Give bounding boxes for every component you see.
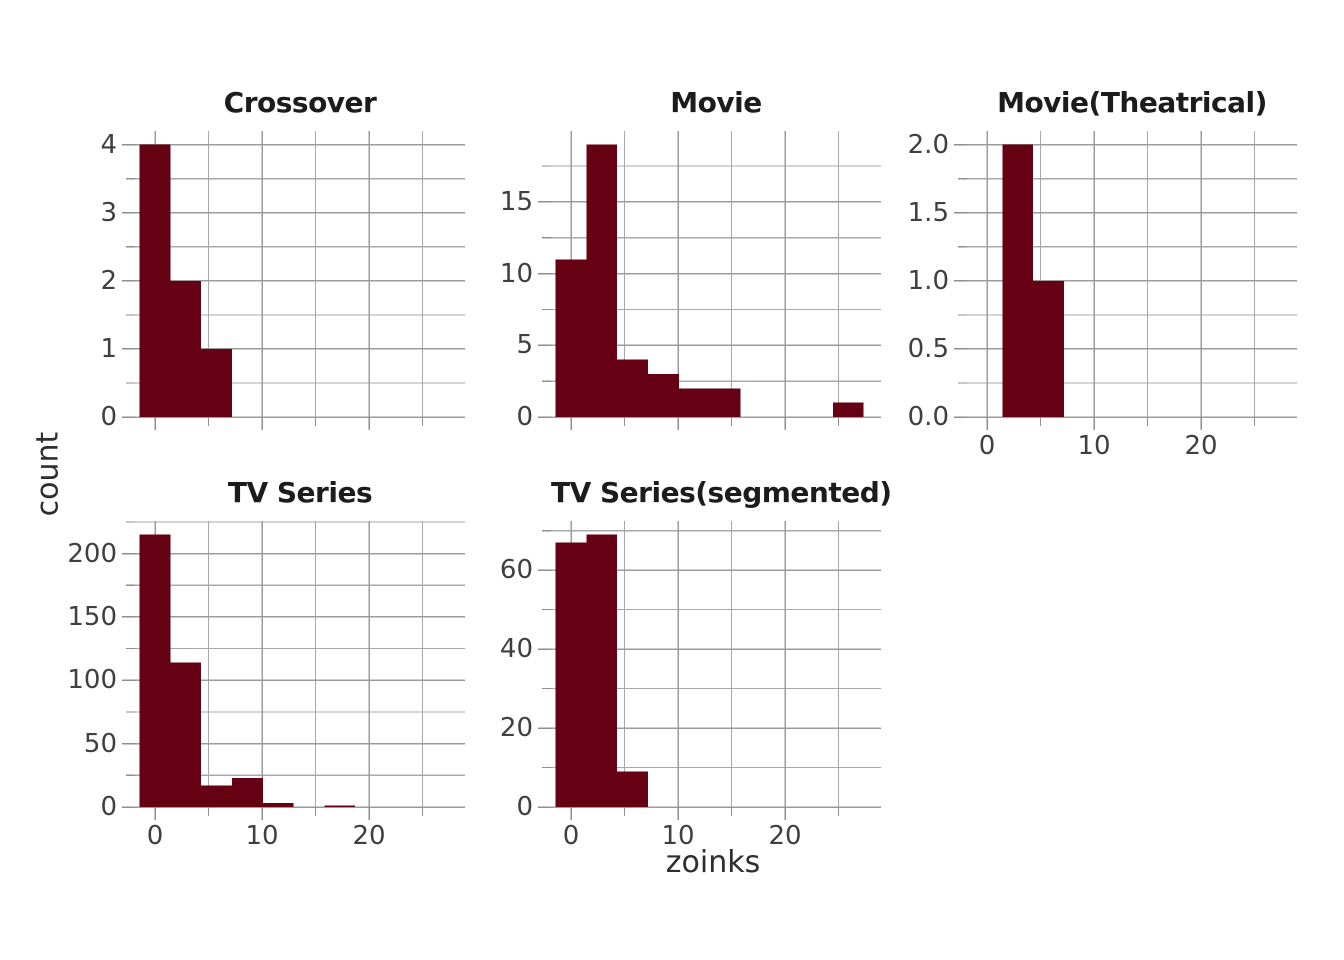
y-tick-label: 2.0: [907, 129, 949, 160]
y-tick-label: 60: [499, 555, 533, 586]
facet-title-movie: Movie: [670, 86, 762, 119]
histogram-bars: [555, 534, 648, 807]
y-tick-label: 0: [100, 792, 117, 822]
histogram-bar: [586, 144, 618, 417]
y-tick-label: 3: [100, 197, 117, 228]
histogram-bar: [201, 785, 232, 807]
histogram-bar: [709, 388, 741, 417]
tick-marks: [122, 521, 424, 820]
x-tick-label: 10: [245, 821, 279, 851]
histogram-bar: [201, 348, 232, 417]
facet-title-movie-theatrical: Movie(Theatrical): [997, 86, 1267, 119]
histogram-panel-tv-series-segmented: [538, 521, 881, 820]
y-tick-label: 0: [516, 402, 533, 432]
histogram-bar: [262, 803, 294, 807]
y-tick-label: 50: [83, 728, 117, 759]
y-tick-label: 0.0: [907, 402, 949, 432]
histogram-bar: [231, 777, 263, 807]
x-axis-label: zoinks: [665, 845, 761, 880]
y-tick-label: 1.5: [907, 197, 949, 228]
y-tick-label: 0: [516, 792, 533, 822]
x-tick-label: 20: [768, 821, 802, 851]
histogram-bars: [1002, 144, 1064, 417]
histogram-bar: [647, 373, 679, 417]
histogram-bar: [1033, 280, 1064, 417]
tick-marks: [954, 143, 1256, 430]
x-tick-label: 20: [1184, 431, 1218, 461]
tick-marks: [122, 143, 424, 430]
y-tick-label: 4: [100, 129, 117, 160]
histogram-bar: [170, 662, 202, 807]
y-tick-label: 1.0: [907, 265, 949, 296]
y-tick-label: 200: [67, 538, 117, 569]
histogram-bar: [555, 259, 587, 417]
histogram-bar: [324, 805, 356, 807]
y-axis-label: count: [30, 431, 66, 517]
facet-title-tv-series: TV Series: [227, 476, 373, 509]
histogram-panel-crossover: [122, 131, 465, 430]
x-tick-label: 10: [661, 821, 695, 851]
histogram-bar: [617, 359, 648, 417]
x-tick-label: 0: [978, 431, 996, 461]
y-tick-label: 10: [499, 258, 533, 289]
x-tick-label: 10: [1077, 431, 1111, 461]
y-tick-label: 0: [100, 402, 117, 432]
histogram-bar: [1002, 144, 1034, 417]
y-tick-label: 1: [100, 333, 117, 364]
histogram-bar: [139, 144, 171, 417]
y-tick-label: 40: [499, 634, 533, 665]
histogram-bar: [678, 388, 710, 417]
y-tick-label: 5: [516, 330, 533, 361]
histogram-bar: [170, 280, 202, 417]
histogram-bar: [586, 534, 618, 807]
histogram-bar: [139, 534, 171, 807]
y-tick-label: 20: [499, 713, 533, 744]
tick-marks: [538, 530, 840, 820]
tick-marks: [538, 165, 840, 430]
x-tick-label: 0: [562, 821, 580, 851]
y-tick-label: 0.5: [907, 333, 949, 364]
y-tick-label: 150: [67, 601, 117, 632]
histogram-bar: [617, 771, 648, 807]
histogram-bars: [555, 144, 864, 417]
histogram-panel-tv-series: [122, 521, 465, 820]
x-tick-label: 20: [352, 821, 386, 851]
histogram-bars: [139, 144, 232, 417]
y-tick-label: 2: [100, 265, 117, 296]
histogram-panel-movie: [538, 131, 881, 430]
histogram-bars: [139, 534, 356, 807]
x-tick-label: 0: [146, 821, 164, 851]
histogram-bar: [832, 402, 864, 417]
y-tick-label: 15: [499, 186, 533, 217]
histogram-bar: [555, 542, 587, 807]
histogram-panel-movie-theatrical: [954, 131, 1297, 430]
facet-title-tv-series-segmented: TV Series(segmented): [551, 476, 892, 509]
y-tick-label: 100: [67, 665, 117, 696]
facet-title-crossover: Crossover: [223, 86, 377, 119]
